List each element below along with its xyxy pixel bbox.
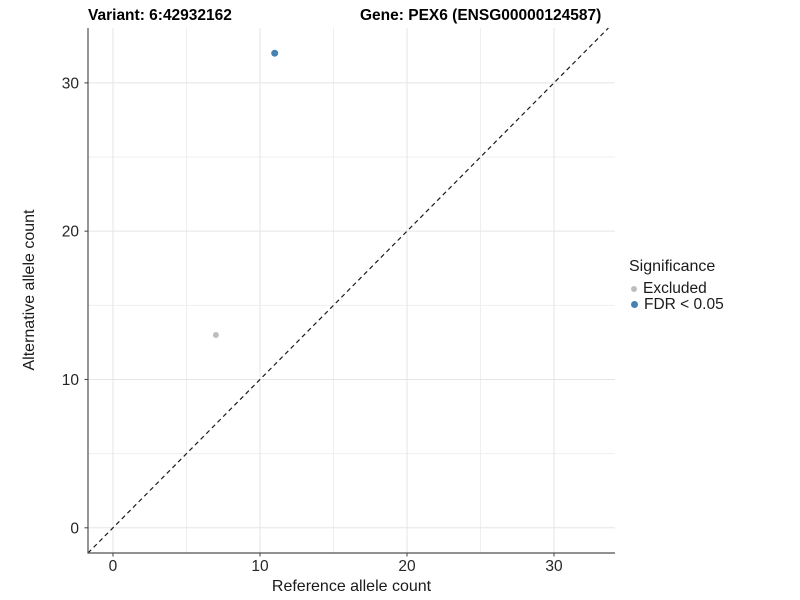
- variant-title: Variant: 6:42932162: [88, 7, 232, 24]
- y-tick-label: 20: [62, 224, 80, 241]
- legend-item-label: FDR < 0.05: [644, 295, 724, 313]
- x-axis-title: Reference allele count: [271, 578, 432, 595]
- identity-dashed-line: [87, 27, 609, 554]
- x-tick-label: 10: [251, 558, 269, 575]
- legend-dot-icon: [631, 285, 637, 292]
- y-tick-label: 0: [70, 520, 79, 537]
- legend-item-label: Excluded: [643, 280, 707, 297]
- legend-item: FDR < 0.05: [629, 295, 724, 313]
- legend: Significance Excluded FDR < 0.05: [629, 257, 724, 313]
- legend-items: Excluded FDR < 0.05: [629, 281, 724, 313]
- data-point: [271, 49, 279, 57]
- legend-title: Significance: [629, 258, 716, 275]
- y-axis-title: Alternative allele count: [21, 209, 38, 371]
- x-tick-label: 20: [398, 558, 416, 575]
- y-tick-label: 10: [62, 372, 80, 389]
- data-point: [212, 331, 219, 338]
- x-tick-label: 30: [545, 558, 563, 575]
- legend-dot-icon: [631, 301, 638, 309]
- x-tick-label: 0: [109, 558, 118, 575]
- legend-item: Excluded: [629, 281, 724, 297]
- gene-title: Gene: PEX6 (ENSG00000124587): [360, 7, 602, 24]
- y-tick-label: 30: [62, 75, 80, 92]
